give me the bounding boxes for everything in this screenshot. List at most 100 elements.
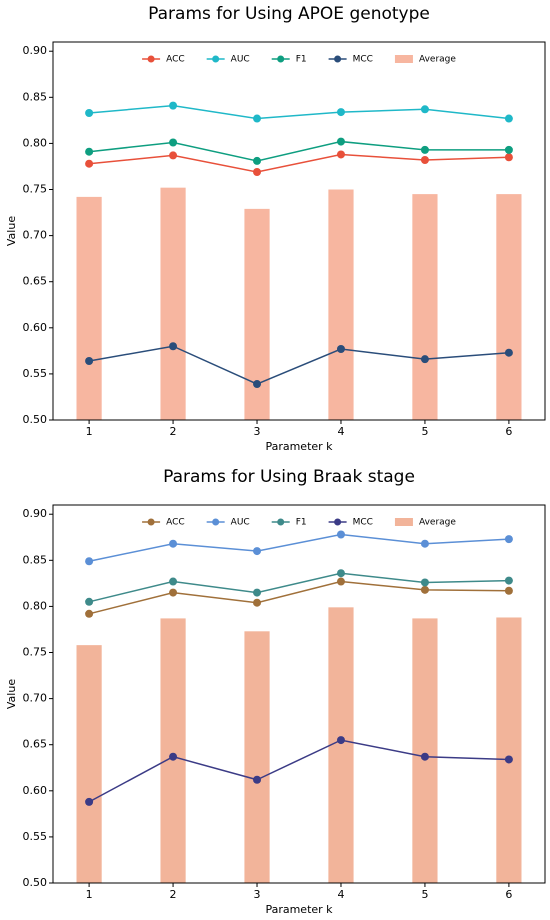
point: [504, 755, 513, 764]
legend-text: F1: [296, 55, 307, 65]
point: [169, 752, 178, 761]
line: [89, 153, 509, 173]
point: [336, 577, 345, 586]
y-tick-label: 0.55: [23, 367, 48, 380]
point: [420, 585, 429, 594]
legend-swatch: [334, 55, 342, 63]
x-tick-label: 1: [86, 888, 93, 901]
bar: [412, 194, 438, 420]
legend-text: MCC: [353, 55, 373, 65]
x-tick-label: 2: [170, 425, 177, 438]
legend-swatch: [277, 518, 285, 526]
x-tick-label: 4: [337, 425, 344, 438]
x-tick-label: 6: [505, 425, 512, 438]
point: [420, 578, 429, 587]
y-tick-label: 0.70: [23, 692, 48, 705]
point: [336, 150, 345, 159]
y-tick-label: 0.80: [23, 599, 48, 612]
x-tick-label: 2: [170, 888, 177, 901]
point: [420, 156, 429, 165]
legend-text: Average: [419, 55, 456, 65]
point: [420, 752, 429, 761]
x-tick-label: 4: [337, 888, 344, 901]
legend-text: Average: [419, 518, 456, 528]
line: [88, 572, 509, 603]
point: [253, 156, 262, 165]
legend-swatch: [147, 55, 155, 63]
point: [169, 342, 178, 351]
bar: [412, 618, 438, 883]
point: [504, 145, 513, 154]
legend-swatch: [394, 518, 413, 526]
legend-item: AUC: [206, 518, 250, 528]
legend-swatch: [394, 55, 413, 63]
x-tick-label: 5: [421, 425, 428, 438]
y-tick-label: 0.50: [23, 413, 48, 426]
bar: [244, 631, 270, 883]
x-tick-label: 6: [505, 888, 512, 901]
bar: [160, 618, 186, 883]
point: [169, 539, 178, 548]
x-axis-label: Parameter k: [265, 903, 333, 916]
bar: [76, 196, 102, 420]
y-tick-label: 0.65: [23, 275, 48, 288]
point: [253, 380, 262, 389]
y-tick-label: 0.65: [23, 738, 48, 751]
point: [504, 586, 513, 595]
point: [169, 577, 178, 586]
y-tick-label: 0.70: [23, 229, 48, 242]
legend-text: ACC: [166, 518, 185, 528]
legend-item: Average: [394, 518, 456, 528]
point: [253, 167, 262, 176]
y-tick-label: 0.60: [23, 784, 48, 797]
legend-swatch: [277, 55, 285, 63]
line: [88, 533, 509, 562]
point: [336, 137, 345, 146]
line: [89, 104, 509, 120]
y-tick-label: 0.90: [23, 507, 48, 520]
legend-text: F1: [296, 518, 307, 528]
point: [169, 138, 178, 147]
y-tick-label: 0.60: [23, 321, 48, 334]
chart-title: Params for Using APOE genotype: [148, 4, 430, 24]
bar: [160, 187, 186, 420]
bar: [496, 617, 522, 883]
point: [85, 147, 94, 156]
point: [420, 145, 429, 154]
point: [336, 345, 345, 354]
bar: [244, 208, 270, 420]
legend-item: MCC: [328, 518, 373, 528]
point: [336, 569, 345, 578]
legend-text: AUC: [231, 518, 250, 528]
line: [88, 345, 509, 385]
legend-swatch: [334, 518, 342, 526]
legend-text: AUC: [231, 55, 250, 65]
y-tick-label: 0.75: [23, 183, 48, 196]
legend: ACC AUC F1 MCC Average: [142, 518, 456, 528]
line: [88, 739, 509, 803]
point: [336, 108, 345, 117]
y-axis-label: Value: [5, 679, 18, 709]
point: [85, 797, 94, 806]
point: [420, 105, 429, 114]
y-tick-label: 0.90: [23, 44, 48, 57]
line: [89, 140, 509, 162]
point: [253, 588, 262, 597]
y-tick-label: 0.55: [23, 830, 48, 843]
point: [85, 108, 94, 117]
point: [420, 539, 429, 548]
y-tick-label: 0.85: [23, 90, 48, 103]
plot-frame: [52, 504, 546, 884]
legend-item: AUC: [206, 55, 250, 65]
legend-text: ACC: [166, 55, 185, 65]
legend-item: F1: [271, 518, 307, 528]
x-tick-label: 3: [254, 888, 261, 901]
point: [169, 151, 178, 160]
x-tick-label: 5: [421, 888, 428, 901]
y-tick-label: 0.85: [23, 553, 48, 566]
y-tick-label: 0.80: [23, 136, 48, 149]
point: [169, 588, 178, 597]
legend-item: Average: [394, 55, 456, 65]
chart-title: Params for Using Braak stage: [163, 467, 415, 487]
point: [336, 530, 345, 539]
